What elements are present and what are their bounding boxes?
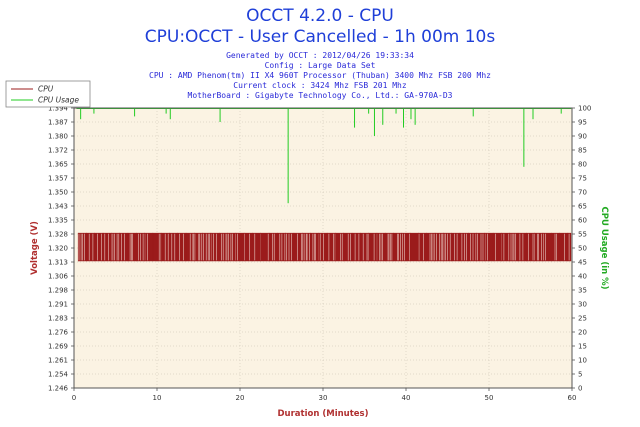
y-right-tick-label: 5	[578, 371, 582, 379]
y-axis-left-title: Voltage (V)	[30, 221, 40, 275]
y-left-tick-label: 1.343	[48, 203, 68, 211]
y-left-tick-label: 1.283	[48, 315, 68, 323]
chart-subtitle: CPU:OCCT - User Cancelled - 1h 00m 10s	[145, 27, 496, 47]
y-right-tick-label: 0	[578, 385, 582, 393]
y-left-tick-label: 1.313	[48, 259, 68, 267]
y-left-tick-label: 1.365	[48, 161, 68, 169]
y-right-tick-label: 100	[578, 105, 591, 113]
y-left-tick-label: 1.254	[48, 371, 69, 379]
y-axis-left-ticks: 1.394 1.387 1.380 1.372 1.365 1.357 1.350 1.343…	[48, 105, 74, 393]
info-line-clock: Current clock : 3424 Mhz FSB 201 Mhz	[233, 81, 407, 90]
y-right-tick-label: 90	[578, 133, 587, 141]
x-tick-label: 20	[236, 394, 245, 402]
x-tick-label: 30	[319, 394, 328, 402]
y-left-tick-label: 1.394	[48, 105, 69, 113]
info-line-generated: Generated by OCCT : 2012/04/26 19:33:34	[226, 51, 414, 60]
y-right-tick-label: 30	[578, 301, 587, 309]
y-left-tick-label: 1.276	[48, 329, 69, 337]
y-right-tick-label: 40	[578, 273, 587, 281]
y-right-tick-label: 85	[578, 147, 587, 155]
x-tick-label: 10	[153, 394, 162, 402]
y-right-tick-label: 45	[578, 259, 587, 267]
y-left-tick-label: 1.350	[48, 189, 68, 197]
y-right-tick-label: 20	[578, 329, 587, 337]
y-left-tick-label: 1.320	[48, 245, 68, 253]
legend-box	[5, 80, 91, 108]
legend-label-cpu-usage: CPU Usage	[38, 96, 79, 105]
y-right-tick-label: 10	[578, 357, 587, 365]
y-left-tick-label: 1.335	[48, 217, 68, 225]
x-axis-title: Duration (Minutes)	[278, 409, 369, 419]
y-left-tick-label: 1.372	[48, 147, 68, 155]
x-tick-label: 40	[402, 394, 411, 402]
y-left-tick-label: 1.261	[48, 357, 68, 365]
info-line-config: Config : Large Data Set	[265, 61, 376, 70]
chart-title: OCCT 4.2.0 - CPU	[246, 6, 394, 26]
legend-label-cpu: CPU	[38, 85, 54, 94]
x-tick-label: 0	[72, 394, 76, 402]
info-line-motherboard: MotherBoard : Gigabyte Technology Co., L…	[188, 91, 453, 100]
y-right-tick-label: 95	[578, 119, 587, 127]
y-right-tick-label: 15	[578, 343, 587, 351]
y-left-tick-label: 1.269	[48, 343, 68, 351]
y-axis-right-ticks: 1009590858075706560555045403530252015105…	[572, 105, 591, 393]
y-right-tick-label: 70	[578, 189, 587, 197]
y-left-tick-label: 1.246	[48, 385, 69, 393]
info-line-cpu: CPU : AMD Phenom(tm) II X4 960T Processo…	[149, 71, 491, 80]
y-right-tick-label: 25	[578, 315, 587, 323]
x-tick-label: 60	[568, 394, 577, 402]
legend: CPU CPU Usage	[5, 80, 91, 108]
y-left-tick-label: 1.380	[48, 133, 68, 141]
y-axis-right-title: CPU Usage (in %)	[599, 206, 609, 289]
y-left-tick-label: 1.357	[48, 175, 68, 183]
y-left-tick-label: 1.306	[48, 273, 69, 281]
y-right-tick-label: 35	[578, 287, 587, 295]
y-right-tick-label: 60	[578, 217, 587, 225]
y-right-tick-label: 50	[578, 245, 587, 253]
y-right-tick-label: 65	[578, 203, 587, 211]
y-left-tick-label: 1.291	[48, 301, 68, 309]
y-left-tick-label: 1.328	[48, 231, 68, 239]
y-right-tick-label: 55	[578, 231, 587, 239]
voltage-switching-texture	[78, 233, 570, 261]
y-left-tick-label: 1.298	[48, 287, 68, 295]
voltage-series	[77, 232, 572, 262]
voltage-band	[78, 232, 572, 262]
y-right-tick-label: 80	[578, 161, 587, 169]
y-right-tick-label: 75	[578, 175, 587, 183]
y-left-tick-label: 1.387	[48, 119, 68, 127]
x-tick-label: 50	[485, 394, 494, 402]
x-axis-ticks: 0 10 20 30 40 50 60	[72, 388, 577, 402]
